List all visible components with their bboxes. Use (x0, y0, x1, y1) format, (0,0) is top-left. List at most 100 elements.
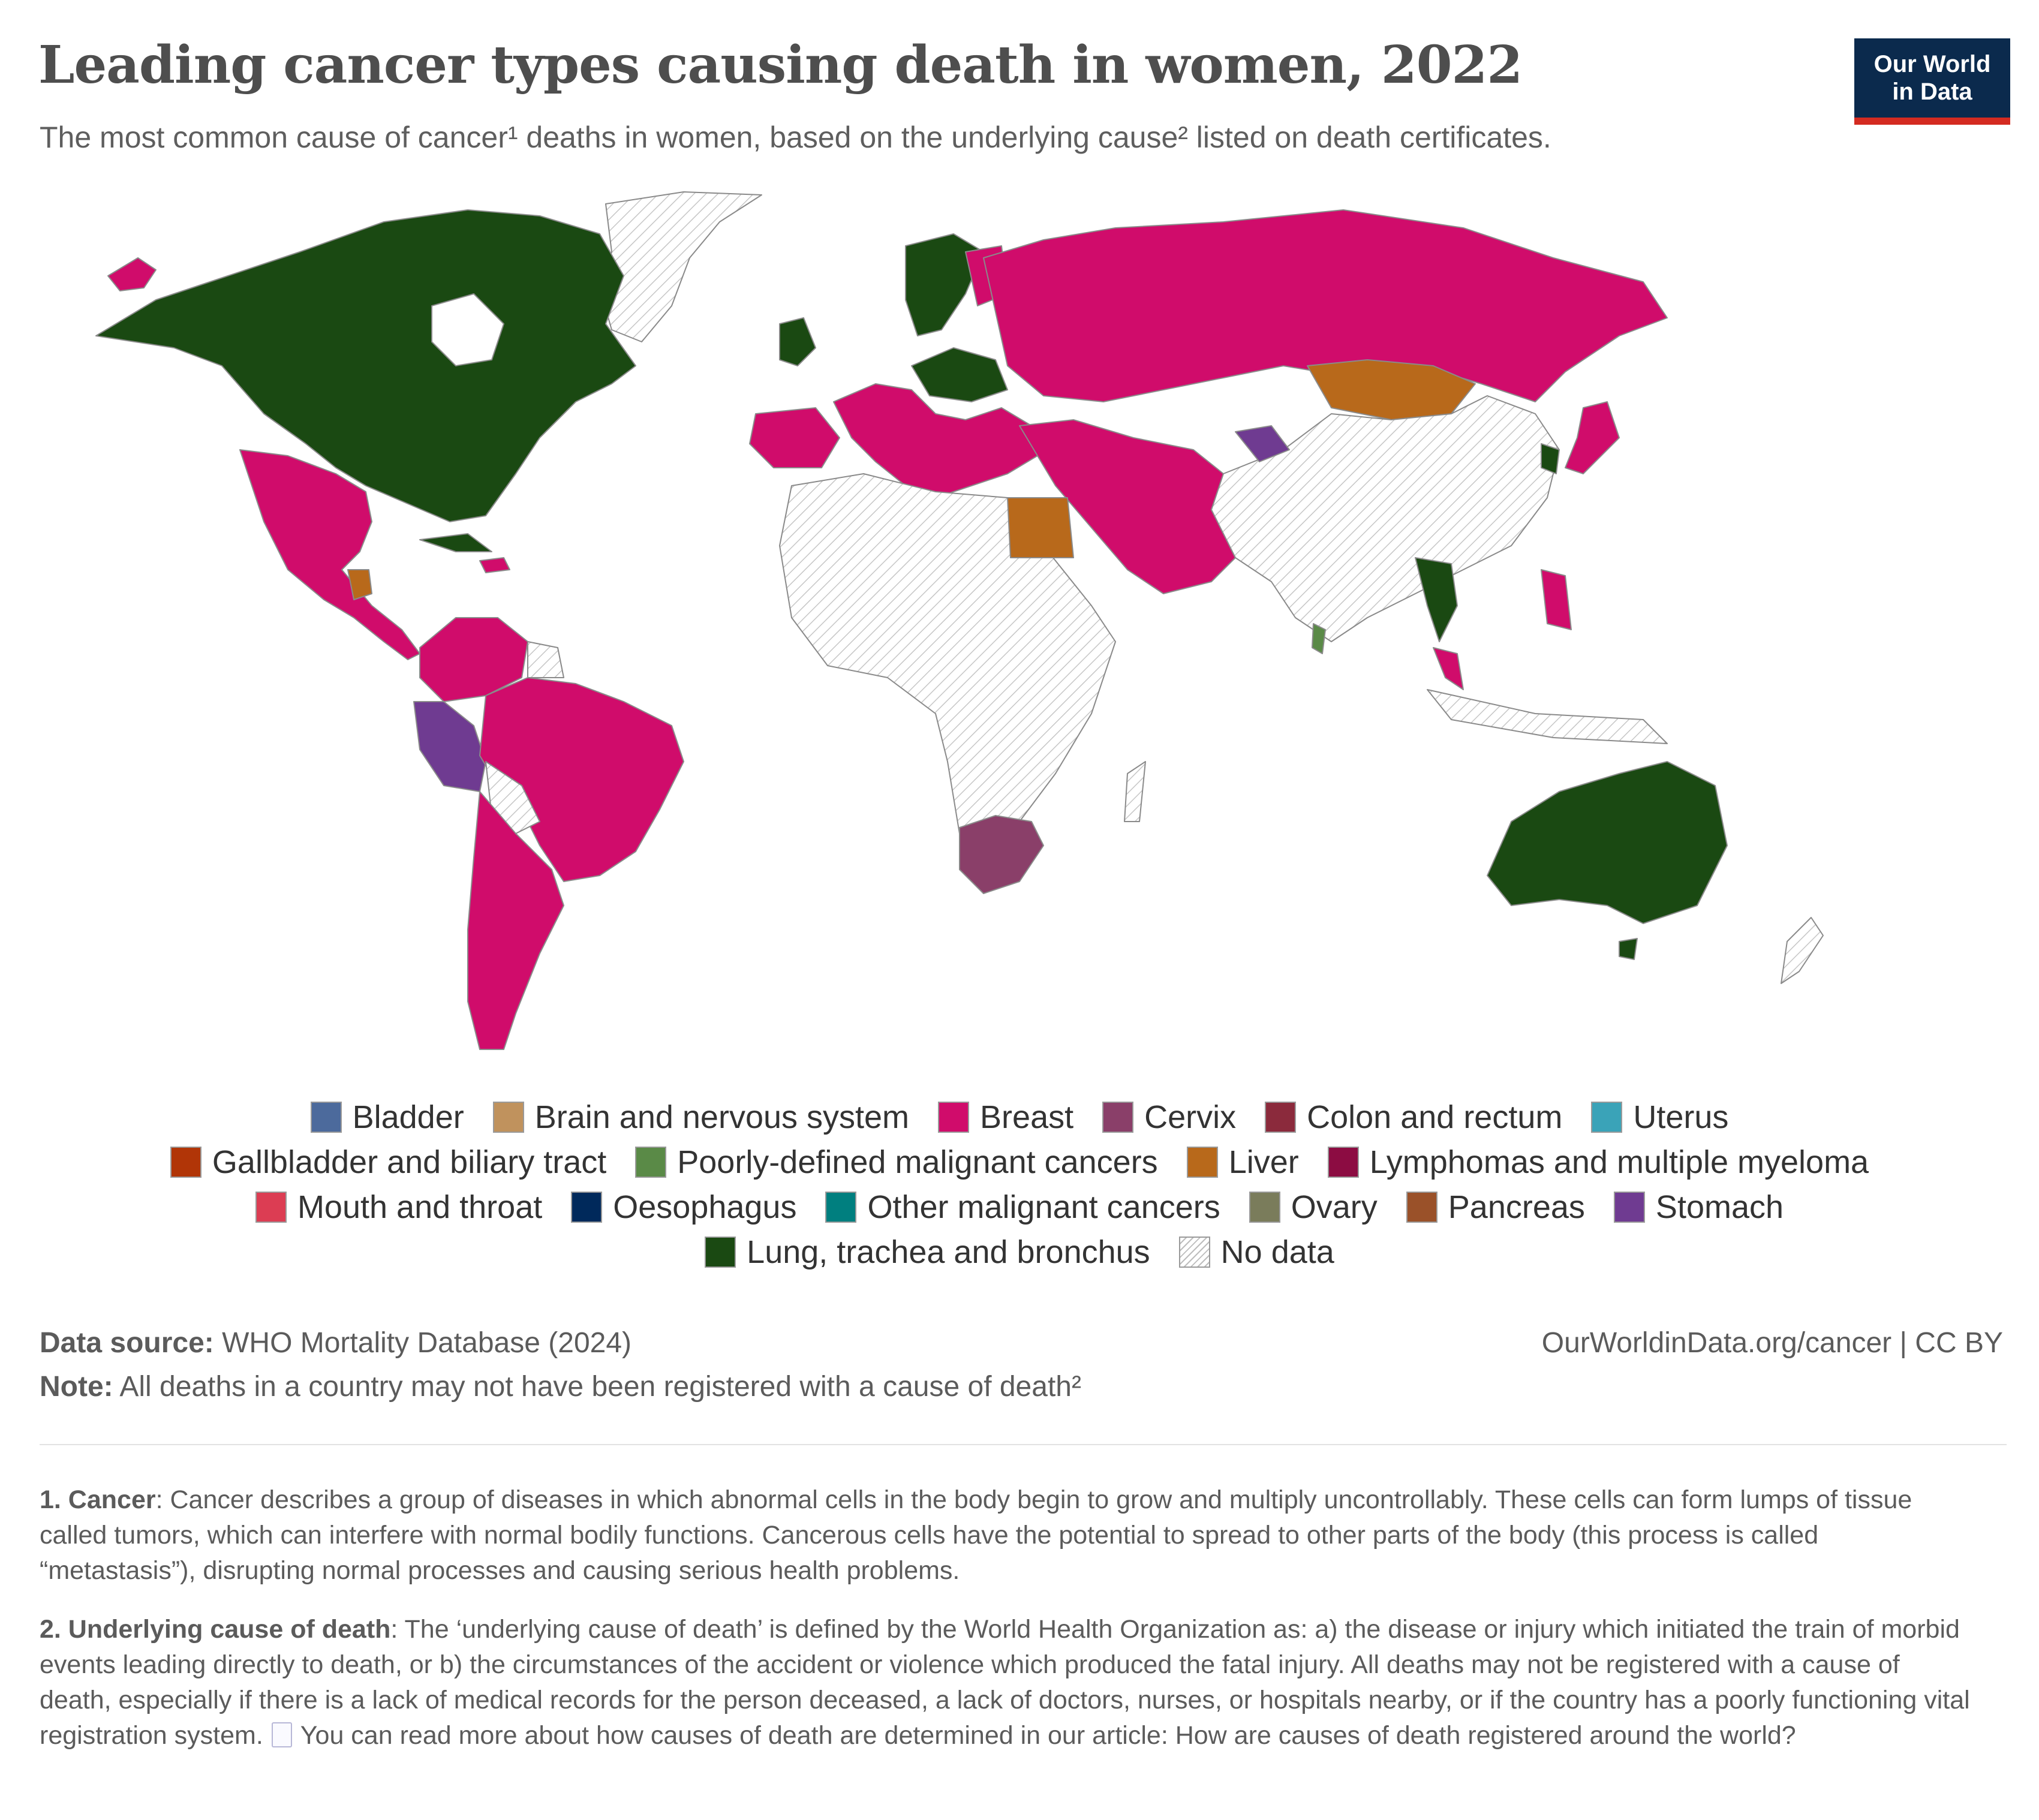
legend-item[interactable]: No data (1178, 1234, 1334, 1271)
region-malaysia[interactable] (1433, 647, 1464, 690)
region-scandinavia[interactable] (905, 233, 984, 336)
legend-item[interactable]: Bladder (310, 1099, 464, 1136)
legend-label: Stomach (1655, 1189, 1784, 1225)
region-iberia[interactable] (749, 407, 840, 468)
legend-item[interactable]: Oesophagus (571, 1189, 796, 1226)
legend-item[interactable]: Other malignant cancers (825, 1189, 1220, 1226)
region-japan[interactable] (1565, 401, 1620, 474)
legend-label: Other malignant cancers (867, 1189, 1220, 1225)
legend-row: Lung, trachea and bronchus No data (0, 1229, 2039, 1274)
legend-item[interactable]: Colon and rectum (1265, 1099, 1562, 1136)
legend-swatch (1186, 1146, 1218, 1178)
legend-swatch (1613, 1191, 1645, 1223)
legend-item[interactable]: Brain and nervous system (492, 1099, 909, 1136)
region-mexico-central-america[interactable] (239, 449, 420, 660)
region-indonesia[interactable] (1427, 689, 1668, 744)
legend-item[interactable]: Lymphomas and multiple myeloma (1327, 1144, 1869, 1181)
region-north-america[interactable] (95, 209, 636, 522)
page-title: Leading cancer types causing death in wo… (38, 35, 1523, 95)
legend-label: Poorly-defined malignant cancers (677, 1144, 1158, 1180)
region-philippines[interactable] (1541, 569, 1572, 630)
legend-swatch (938, 1101, 970, 1133)
data-source: Data source: WHO Mortality Database (202… (40, 1326, 631, 1359)
data-note-value: All deaths in a country may not have bee… (119, 1371, 1081, 1403)
legend-item[interactable]: Lung, trachea and bronchus (705, 1234, 1150, 1271)
region-thailand[interactable] (1415, 557, 1458, 642)
legend-label: Lymphomas and multiple myeloma (1369, 1144, 1869, 1180)
region-cuba[interactable] (419, 533, 492, 552)
region-tasmania[interactable] (1619, 938, 1638, 960)
legend-row: Mouth and throat Oesophagus Other malignan… (0, 1184, 2039, 1229)
region-egypt[interactable] (1007, 497, 1074, 558)
data-note: Note: All deaths in a country may not ha… (40, 1370, 1081, 1403)
legend-label: No data (1220, 1234, 1334, 1270)
footer-divider (40, 1444, 2007, 1445)
legend-item[interactable]: Pancreas (1406, 1189, 1585, 1226)
legend-item[interactable]: Cervix (1102, 1099, 1236, 1136)
region-caribbean[interactable] (479, 557, 510, 573)
region-guianas[interactable] (527, 641, 564, 678)
region-new-zealand[interactable] (1781, 917, 1824, 984)
legend-label: Gallbladder and biliary tract (212, 1144, 607, 1180)
data-source-key: Data source: (40, 1327, 214, 1359)
owid-logo[interactable]: Our World in Data (1854, 38, 2010, 125)
region-australia[interactable] (1487, 761, 1728, 924)
legend-swatch (170, 1146, 202, 1178)
legend-item[interactable]: Breast (938, 1099, 1073, 1136)
legend-swatch (825, 1191, 857, 1223)
legend-label: Colon and rectum (1307, 1099, 1563, 1135)
region-southern-cone[interactable] (467, 791, 564, 1050)
legend-label: Liver (1228, 1144, 1299, 1180)
legend-row: Gallbladder and biliary tract Poorly-defi… (0, 1139, 2039, 1184)
legend-swatch (635, 1146, 667, 1178)
region-russia[interactable] (983, 209, 1668, 402)
legend-swatch (255, 1191, 287, 1223)
legend-item[interactable]: Ovary (1249, 1189, 1378, 1226)
footnote-2-text: : The ‘underlying cause of death’ is def… (40, 1615, 1970, 1750)
legend-swatch (1591, 1101, 1623, 1133)
region-guatemala[interactable] (347, 569, 372, 600)
data-note-key: Note: (40, 1371, 113, 1403)
legend-item[interactable]: Mouth and throat (255, 1189, 542, 1226)
world-map[interactable] (84, 186, 1955, 1073)
logo-line-1: Our World (1873, 51, 1991, 77)
footnote-1-text: : Cancer describes a group of diseases i… (40, 1485, 1912, 1585)
region-central-europe[interactable] (911, 347, 1008, 402)
legend-swatch (1102, 1101, 1134, 1133)
region-sri-lanka[interactable] (1312, 623, 1326, 654)
legend-item[interactable]: Liver (1186, 1144, 1299, 1181)
legend-item[interactable]: Uterus (1591, 1099, 1728, 1136)
legend-swatch (1327, 1146, 1359, 1178)
region-venezuela-colombia[interactable] (419, 617, 528, 702)
region-south-africa[interactable] (959, 815, 1044, 894)
region-uk[interactable] (779, 317, 816, 366)
legend-label: Bladder (352, 1099, 464, 1135)
document-icon (271, 1722, 292, 1747)
legend-item[interactable]: Poorly-defined malignant cancers (635, 1144, 1158, 1181)
region-south-korea[interactable] (1541, 443, 1560, 474)
legend-swatch (1406, 1191, 1437, 1223)
logo-line-2: in Data (1892, 79, 1972, 105)
legend-swatch (310, 1101, 342, 1133)
footnote-1-key: 1. Cancer (40, 1485, 156, 1514)
region-alaska[interactable] (107, 257, 157, 291)
legend-label: Cervix (1144, 1099, 1237, 1135)
page-subtitle: The most common cause of cancer¹ deaths … (40, 121, 1551, 154)
region-asia-nodata[interactable] (1211, 395, 1560, 642)
region-peru[interactable] (413, 701, 486, 792)
legend-swatch (1249, 1191, 1280, 1223)
legend-label: Ovary (1291, 1189, 1378, 1225)
legend-item[interactable]: Stomach (1613, 1189, 1784, 1226)
region-greenland[interactable] (599, 191, 762, 342)
source-url-link[interactable]: OurWorldinData.org/cancer | CC BY (1541, 1327, 2003, 1359)
legend-item[interactable]: Gallbladder and biliary tract (170, 1144, 606, 1181)
legend-label: Breast (980, 1099, 1074, 1135)
footnote-2: 2. Underlying cause of death: The ‘under… (40, 1612, 1977, 1753)
region-madagascar[interactable] (1124, 761, 1146, 822)
footnote-2-link[interactable]: You can read more about how causes of de… (300, 1721, 1796, 1750)
footnote-2-key: 2. Underlying cause of death (40, 1615, 391, 1644)
region-central-asia-stomach[interactable] (1235, 425, 1290, 462)
legend-swatch (1178, 1236, 1210, 1268)
region-mongolia[interactable] (1307, 359, 1476, 420)
legend-row: Bladder Brain and nervous system Breast Cer… (0, 1094, 2039, 1139)
